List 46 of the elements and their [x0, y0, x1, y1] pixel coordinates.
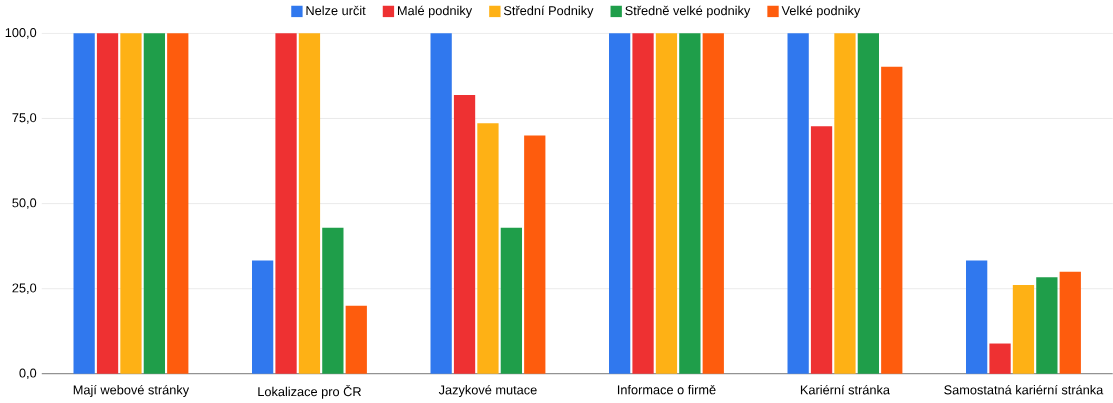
- bar: [881, 66, 903, 374]
- legend-label: Střední Podniky: [503, 5, 594, 18]
- bar: [655, 33, 678, 374]
- x-tick-label: Jazykové mutace: [438, 384, 537, 397]
- bar: [453, 94, 476, 374]
- bar: [477, 123, 499, 374]
- bar: [298, 33, 321, 374]
- y-tick-label: 25,0: [12, 283, 37, 294]
- legend-label: Středně velké podniky: [625, 5, 751, 18]
- bar: [524, 135, 546, 374]
- bar: [702, 33, 724, 374]
- y-tick-label: 0,0: [19, 368, 37, 379]
- bar: [679, 33, 701, 374]
- bar: [143, 33, 165, 374]
- legend-label: Velké podniky: [781, 5, 861, 18]
- y-tick-label: 50,0: [12, 198, 37, 209]
- legend-label: Nelze určit: [306, 5, 366, 15]
- bar: [1036, 276, 1058, 374]
- bar: [430, 33, 452, 374]
- bar: [810, 126, 833, 374]
- y-tick-label: 100,0: [5, 27, 37, 39]
- x-tick-label: Kariérní stránka: [800, 384, 890, 395]
- bar: [252, 260, 274, 374]
- x-tick-label: Lokalizace pro ČR: [258, 384, 361, 399]
- bar: [787, 33, 809, 374]
- bar: [857, 33, 879, 374]
- bar: [500, 227, 522, 374]
- bar: [989, 343, 1011, 374]
- bar: [1059, 271, 1081, 374]
- bar: [73, 33, 95, 374]
- bar: [275, 33, 297, 374]
- x-tick-label: Samostatná kariérní stránka: [944, 384, 1104, 395]
- legend-label: Malé podniky: [397, 5, 473, 18]
- bar: [96, 33, 119, 374]
- bar: [609, 33, 631, 374]
- x-tick-label: Mají webové stránky: [73, 384, 190, 397]
- y-tick-label: 75,0: [12, 113, 37, 124]
- bar: [167, 33, 189, 374]
- bar: [632, 33, 654, 374]
- x-tick-label: Informace o firmě: [617, 384, 716, 395]
- bar: [834, 33, 856, 374]
- bar: [322, 227, 344, 374]
- bar: [120, 33, 142, 374]
- bar: [345, 305, 367, 374]
- bar: [1012, 284, 1035, 374]
- bar: [966, 260, 988, 374]
